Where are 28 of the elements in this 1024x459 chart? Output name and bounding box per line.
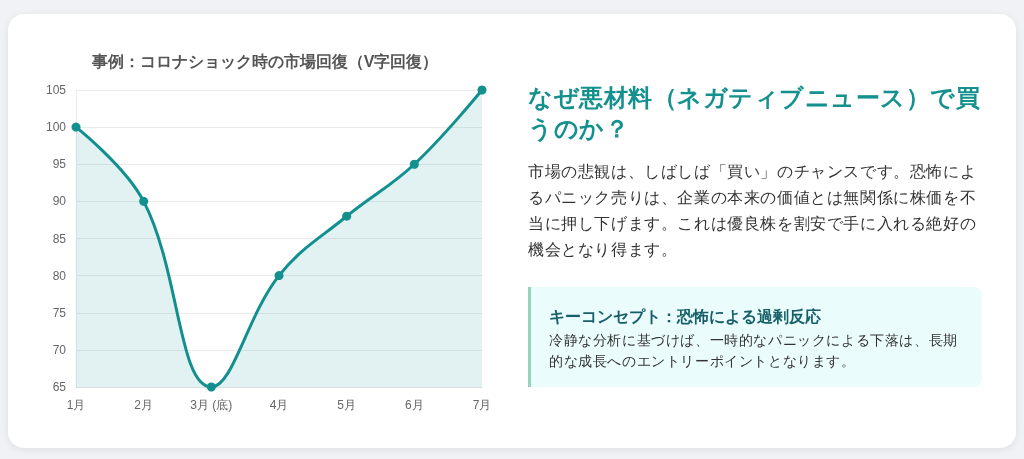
text: キーコンセプト：恐怖による過剰反応 — [549, 307, 822, 327]
y-tick-label: 90 — [52, 194, 67, 209]
point — [274, 271, 284, 281]
x-tick-label: 4月 — [269, 398, 289, 412]
point — [342, 211, 352, 221]
y-tick-label: 105 — [45, 83, 67, 97]
point — [206, 382, 216, 392]
y-tick-label: 75 — [52, 305, 67, 320]
text: 冷静な分析に基づけば、一時的なパニックによる下落は、長期的な成長へのエントリーポイントとなります。 — [549, 331, 959, 371]
x-tick-label: 3月 (底) — [190, 398, 233, 412]
point — [139, 196, 149, 206]
point — [71, 122, 81, 132]
y-tick-label: 95 — [52, 157, 67, 172]
x-tick-label: 7月 — [472, 398, 492, 412]
y-tick-label: 85 — [52, 231, 67, 246]
x-tick-label: 2月 — [134, 398, 154, 412]
y-tick-label: 100 — [45, 120, 67, 135]
y-tick-label: 80 — [52, 268, 67, 283]
y-tick-label: 70 — [52, 342, 67, 357]
x-tick-label: 5月 — [337, 398, 357, 412]
chart-title: 事例：コロナショック時の市場回復（V字回復） — [90, 51, 439, 71]
x-tick-label: 6月 — [404, 398, 424, 412]
y-tick-label: 65 — [52, 380, 67, 394]
point — [409, 159, 419, 169]
text: なぜ悪材料（ネガティブニュース）で買うのか？ — [528, 83, 981, 144]
point — [477, 85, 487, 95]
text: 市場の悲観は、しばしば「買い」のチャンスです。恐怖によるパニック売りは、企業の本来の価値とは無関係に株価を不当に押し下げます。これは優良株を割安で手に入れる絶好の機会となり得ます。 — [528, 162, 978, 260]
x-tick-label: 1月 — [66, 398, 86, 412]
